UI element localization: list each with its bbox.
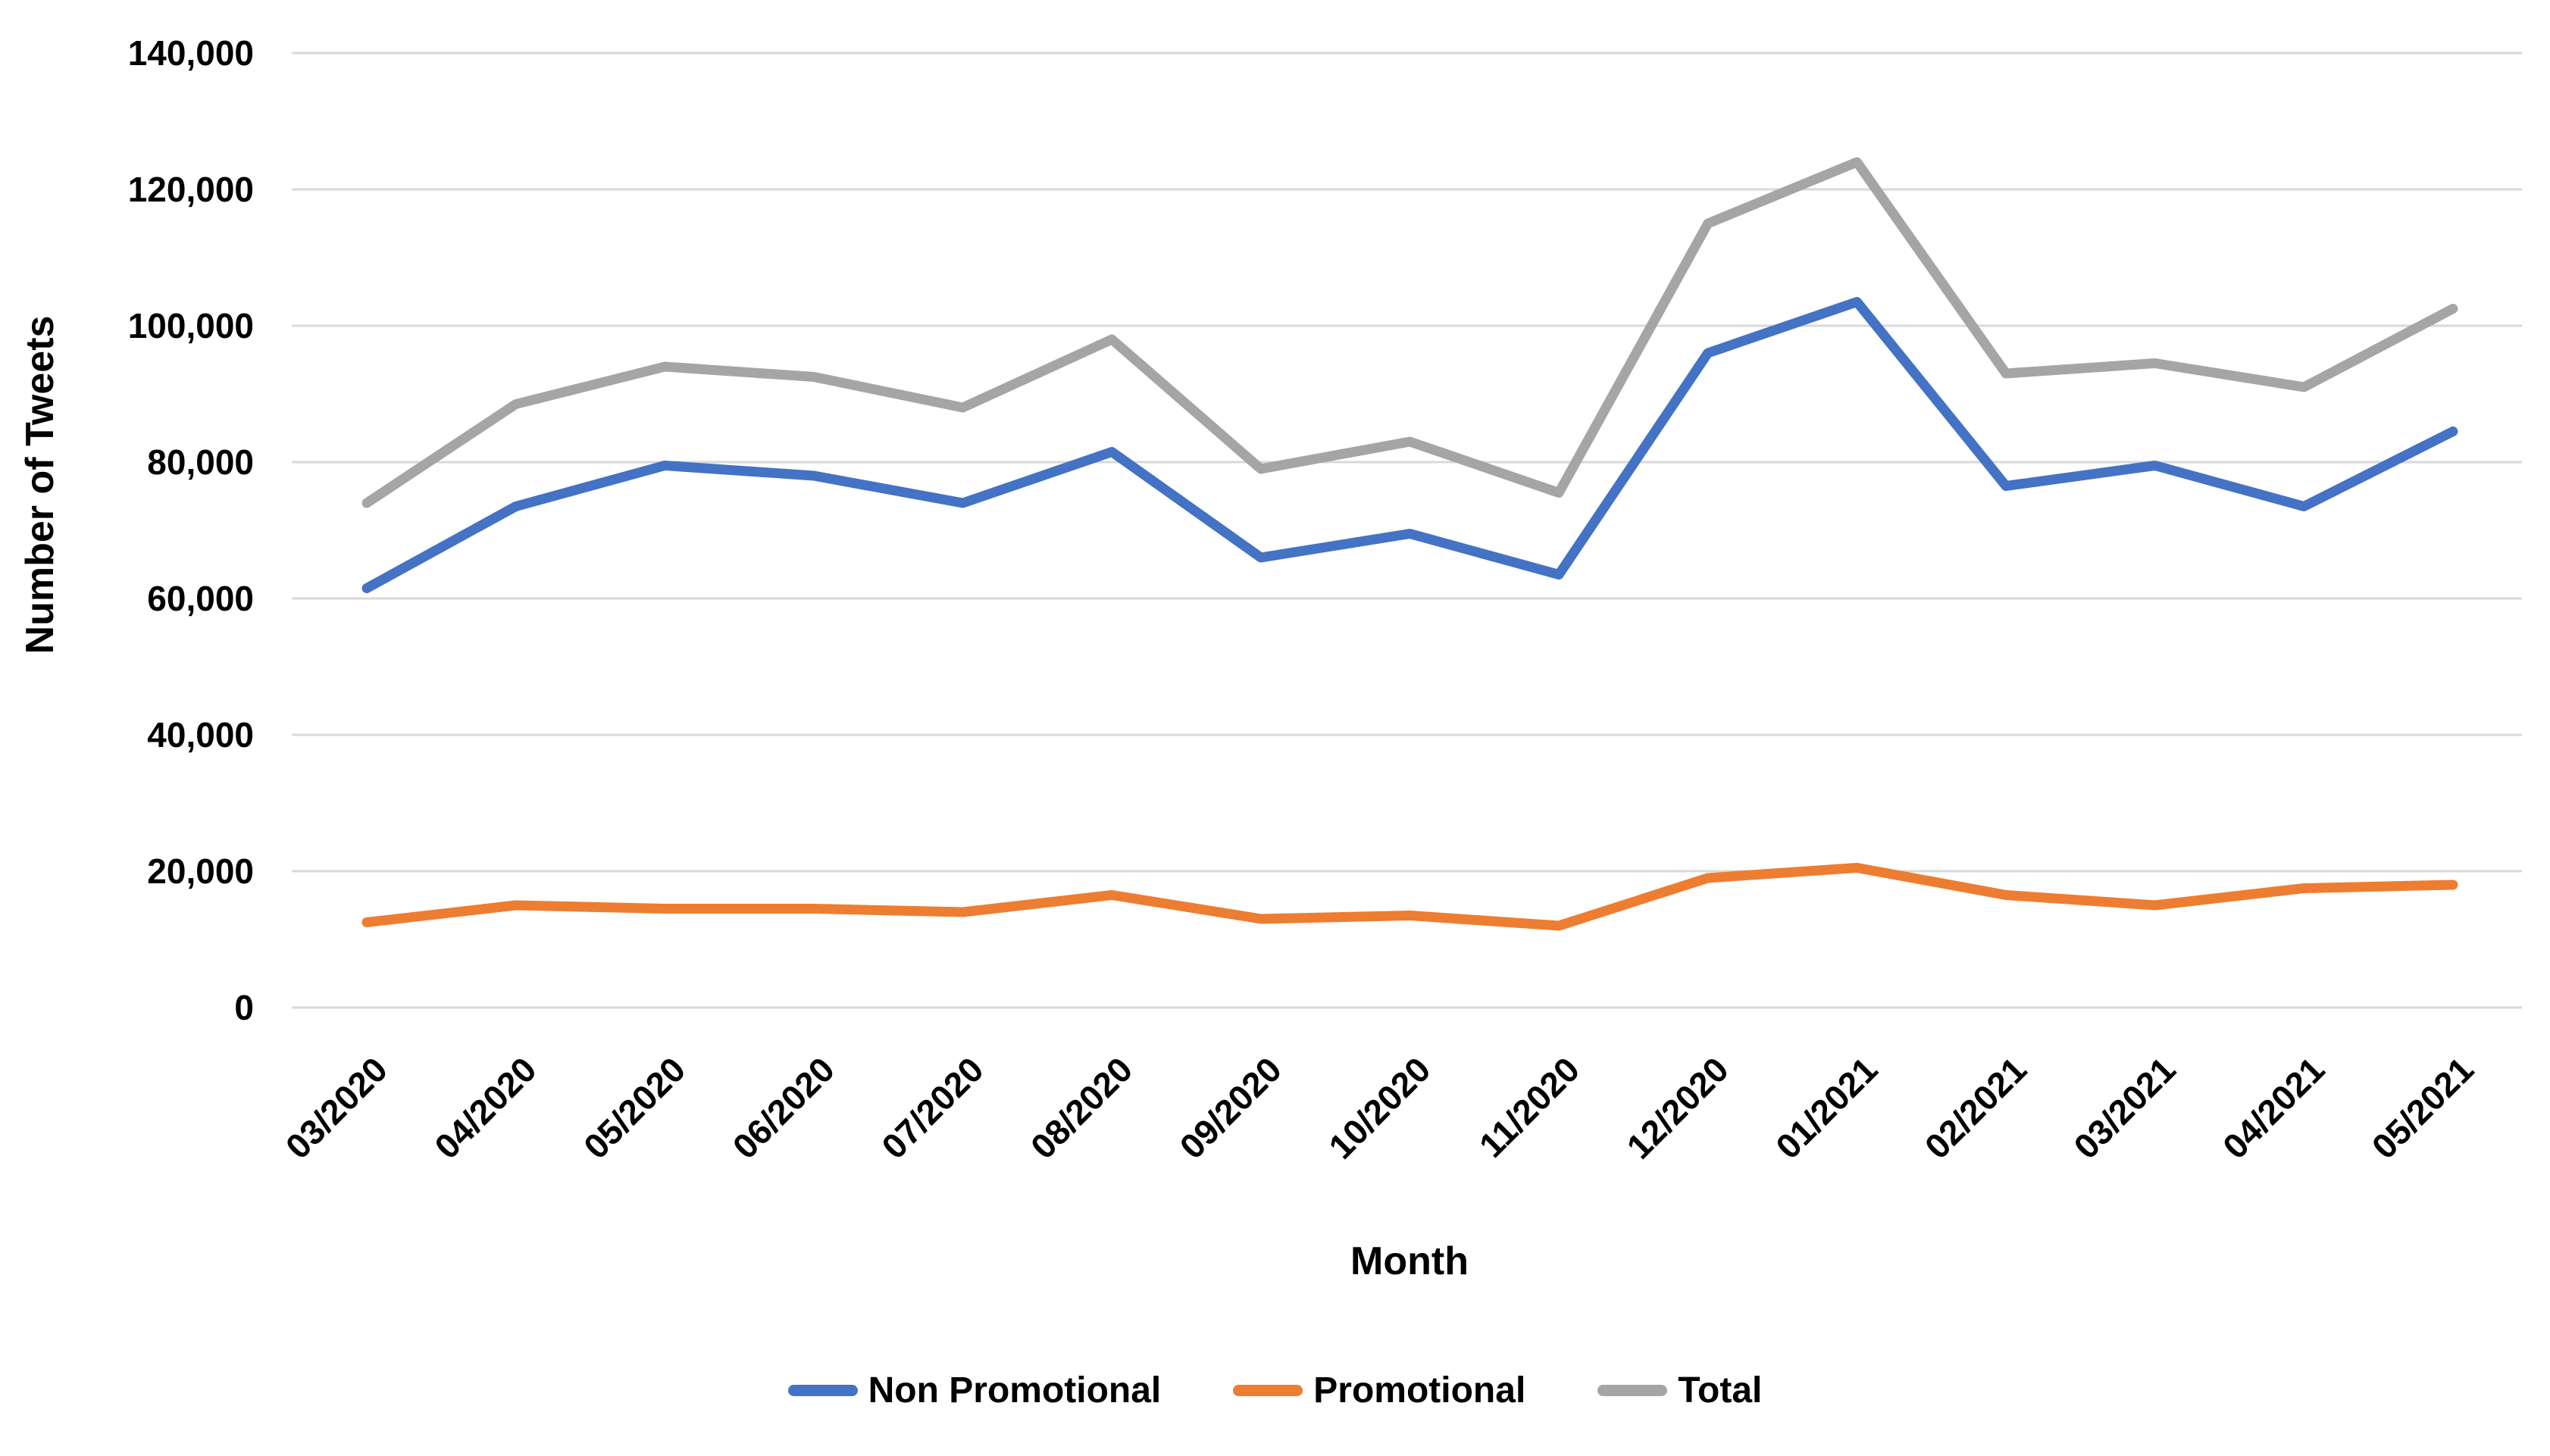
series-line-promotional xyxy=(361,863,2458,931)
x-tick-label: 11/2020 xyxy=(1472,1049,1588,1165)
x-tick-label: 04/2020 xyxy=(427,1049,543,1166)
y-axis-tick-labels: 0 20,000 40,000 60,000 80,000 100,000 120,000 1… xyxy=(128,33,254,1027)
y-tick-label: 60,000 xyxy=(147,579,254,618)
legend-swatch xyxy=(1597,1384,1668,1396)
legend-item-promotional: Promotional xyxy=(1233,1370,1525,1411)
x-tick-label: 08/2020 xyxy=(1023,1049,1140,1166)
y-tick-label: 0 xyxy=(234,988,254,1027)
y-tick-label: 140,000 xyxy=(128,33,254,73)
legend-label: Promotional xyxy=(1313,1370,1526,1411)
x-tick-label: 01/2021 xyxy=(1768,1049,1885,1166)
series-line-non-promotional xyxy=(361,297,2458,593)
y-axis-title: Number of Tweets xyxy=(18,316,62,655)
legend-item-non-promotional: Non Promotional xyxy=(787,1370,1162,1411)
x-tick-label: 09/2020 xyxy=(1172,1049,1289,1166)
legend-label: Non Promotional xyxy=(868,1370,1162,1411)
x-tick-label: 05/2020 xyxy=(576,1049,693,1166)
legend-swatch xyxy=(1233,1384,1303,1396)
y-tick-label: 40,000 xyxy=(147,715,254,755)
y-tick-label: 120,000 xyxy=(128,170,254,209)
legend-label: Total xyxy=(1678,1370,1763,1411)
x-axis-title: Month xyxy=(1350,1239,1469,1283)
x-tick-label: 03/2020 xyxy=(278,1049,395,1166)
series-line-total xyxy=(361,157,2458,508)
x-tick-label: 07/2020 xyxy=(874,1049,990,1166)
series-lines xyxy=(361,157,2458,931)
x-tick-label: 02/2021 xyxy=(1917,1049,2034,1166)
chart-legend: Non Promotional Promotional Total xyxy=(0,1356,2550,1424)
x-axis-tick-labels: 03/2020 04/2020 05/2020 06/2020 07/2020 08/20… xyxy=(278,1049,2481,1166)
x-tick-label: 04/2021 xyxy=(2215,1049,2332,1166)
x-tick-label: 05/2021 xyxy=(2364,1049,2481,1166)
x-tick-label: 10/2020 xyxy=(1321,1049,1438,1166)
y-tick-label: 20,000 xyxy=(147,851,254,891)
legend-item-total: Total xyxy=(1597,1370,1762,1411)
y-tick-label: 80,000 xyxy=(147,442,254,482)
x-tick-label: 06/2020 xyxy=(725,1049,842,1166)
x-tick-label: 03/2021 xyxy=(2066,1049,2182,1166)
legend-swatch xyxy=(787,1384,858,1396)
x-tick-label: 12/2020 xyxy=(1619,1049,1735,1166)
y-tick-label: 100,000 xyxy=(128,306,254,345)
